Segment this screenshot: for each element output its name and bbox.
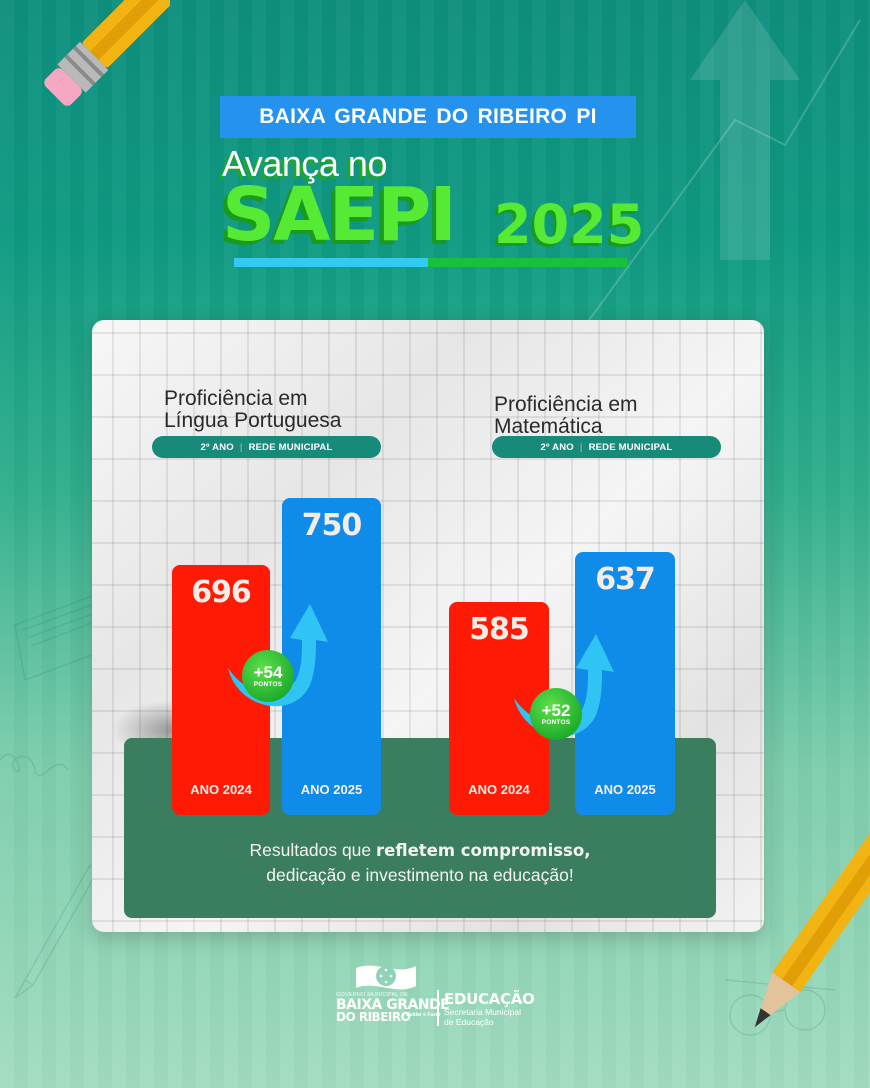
results-card: Proficiência em Língua Portuguesa 2º ANO… bbox=[92, 320, 764, 932]
portuguese-grade-pill: 2º ANO | REDE MUNICIPAL bbox=[152, 436, 381, 458]
underline-cyan-segment bbox=[234, 258, 428, 267]
bar-label: ANO 2024 bbox=[468, 782, 530, 797]
network-label: REDE MUNICIPAL bbox=[588, 441, 673, 453]
background-trend-line bbox=[559, 19, 861, 361]
math-delta-badge: +52 PONTOS bbox=[530, 688, 582, 740]
portuguese-chart-title: Proficiência em Língua Portuguesa bbox=[164, 388, 341, 432]
bar-value: 637 bbox=[595, 562, 656, 597]
pencil-doodle-icon bbox=[14, 863, 95, 999]
education-title: EDUCAÇÃO bbox=[444, 990, 535, 1008]
delta-value: +54 bbox=[253, 663, 283, 682]
footer-divider bbox=[437, 990, 439, 1026]
underline-green-segment bbox=[428, 258, 627, 267]
title-underline bbox=[234, 258, 627, 267]
math-grade-pill: 2º ANO | REDE MUNICIPAL bbox=[492, 436, 721, 458]
caption-line-2: dedicação e investimento na educação! bbox=[266, 865, 574, 885]
bar-value: 750 bbox=[301, 508, 363, 543]
headline-subtitle: Avança no bbox=[222, 143, 387, 184]
municipal-flag-logo-icon bbox=[356, 965, 416, 990]
background-up-arrow-icon bbox=[690, 0, 800, 260]
title-line-1: Proficiência em bbox=[494, 393, 638, 416]
headline-year: 2025 bbox=[494, 193, 645, 256]
bar-label: ANO 2025 bbox=[594, 782, 656, 797]
delta-unit: PONTOS bbox=[253, 681, 283, 688]
math-chart-title: Proficiência em Matemática bbox=[494, 394, 638, 438]
network-label: REDE MUNICIPAL bbox=[248, 441, 333, 453]
pencil-tip-decoration-icon bbox=[754, 830, 870, 1028]
bar-label: ANO 2024 bbox=[190, 782, 252, 797]
results-caption: Resultados que refletem compromisso, ded… bbox=[124, 838, 716, 887]
grade-label: 2º ANO bbox=[540, 441, 574, 453]
gov-tagline: Cuidar e Fazer bbox=[406, 1012, 441, 1018]
grade-label: 2º ANO bbox=[200, 441, 234, 453]
education-subtitle-1: Secretaria Municipal bbox=[444, 1007, 522, 1017]
education-subtitle-2: de Educação bbox=[444, 1017, 494, 1027]
pill-separator: | bbox=[239, 441, 243, 453]
caption-line-1: Resultados que refletem compromisso, bbox=[124, 838, 716, 863]
growth-arrow-icon bbox=[228, 604, 328, 707]
delta-unit: PONTOS bbox=[541, 719, 571, 726]
delta-value: +52 bbox=[541, 701, 571, 720]
municipality-banner: BAIXA GRANDE DO RIBEIRO PI bbox=[220, 96, 636, 138]
spiral-doodle-icon bbox=[0, 753, 69, 777]
municipality-name: BAIXA GRANDE DO RIBEIRO PI bbox=[259, 105, 597, 128]
bar-value: 585 bbox=[469, 612, 530, 647]
pencil-eraser-decoration-icon bbox=[44, 0, 170, 106]
caption-text: Resultados que bbox=[249, 840, 377, 860]
portuguese-delta-badge: +54 PONTOS bbox=[242, 650, 294, 702]
title-line-2: Matemática bbox=[494, 415, 603, 438]
growth-arrow-icon bbox=[514, 634, 614, 737]
pill-separator: | bbox=[579, 441, 583, 453]
bar-value: 696 bbox=[191, 575, 252, 610]
caption-bold-text: refletem compromisso, bbox=[376, 841, 591, 860]
title-line-2: Língua Portuguesa bbox=[164, 409, 342, 432]
gov-name-line-2: DO RIBEIRO bbox=[336, 1010, 411, 1024]
portuguese-bar-2025: 750 ANO 2025 bbox=[282, 498, 381, 815]
title-line-1: Proficiência em bbox=[164, 387, 308, 410]
footer-logos: GOVERNO MUNICIPAL DE BAIXA GRANDE DO RIB… bbox=[336, 960, 546, 1030]
gov-small-label: GOVERNO MUNICIPAL DE bbox=[336, 992, 409, 998]
gov-name-line-1: BAIXA GRANDE bbox=[336, 997, 450, 1013]
bar-label: ANO 2025 bbox=[300, 782, 363, 797]
headline-title: SAEPI bbox=[222, 172, 457, 258]
